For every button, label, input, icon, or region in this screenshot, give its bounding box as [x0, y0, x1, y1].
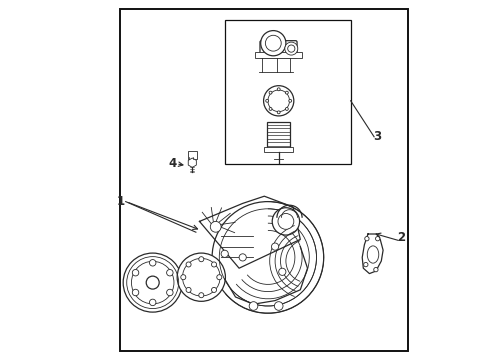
- Circle shape: [146, 276, 159, 289]
- Circle shape: [132, 269, 139, 276]
- Circle shape: [268, 108, 271, 111]
- Circle shape: [278, 268, 285, 275]
- Bar: [266, 122, 289, 148]
- Circle shape: [211, 262, 216, 267]
- Circle shape: [277, 88, 280, 91]
- Circle shape: [249, 302, 257, 310]
- Circle shape: [271, 243, 278, 250]
- Bar: [224, 20, 350, 164]
- Circle shape: [373, 267, 377, 272]
- Text: 1: 1: [116, 195, 124, 208]
- Circle shape: [375, 237, 379, 241]
- Circle shape: [185, 287, 191, 292]
- Circle shape: [210, 221, 221, 232]
- Circle shape: [284, 42, 297, 55]
- Circle shape: [288, 99, 291, 102]
- Circle shape: [123, 253, 182, 312]
- Circle shape: [216, 275, 222, 280]
- Circle shape: [277, 213, 293, 229]
- Text: 4: 4: [168, 157, 176, 170]
- Circle shape: [149, 260, 156, 266]
- Circle shape: [263, 86, 293, 116]
- Text: 2: 2: [396, 231, 405, 244]
- Bar: [120, 9, 407, 351]
- Circle shape: [212, 202, 323, 313]
- Circle shape: [185, 262, 191, 267]
- Circle shape: [285, 91, 288, 94]
- Bar: [264, 147, 292, 152]
- Circle shape: [272, 208, 299, 235]
- Bar: [255, 52, 302, 58]
- FancyBboxPatch shape: [260, 41, 296, 58]
- Circle shape: [363, 262, 367, 267]
- Circle shape: [277, 111, 280, 114]
- Circle shape: [166, 269, 173, 276]
- Circle shape: [364, 237, 368, 241]
- Bar: [187, 151, 196, 159]
- Circle shape: [149, 299, 156, 306]
- Circle shape: [199, 293, 203, 298]
- Circle shape: [181, 275, 185, 280]
- Circle shape: [177, 253, 225, 301]
- Circle shape: [265, 99, 268, 102]
- Circle shape: [132, 289, 139, 296]
- Circle shape: [285, 108, 288, 111]
- Circle shape: [221, 250, 228, 257]
- Circle shape: [211, 287, 216, 292]
- Circle shape: [239, 254, 246, 261]
- Circle shape: [260, 31, 285, 56]
- Text: 3: 3: [373, 130, 381, 143]
- Circle shape: [199, 257, 203, 262]
- Circle shape: [274, 302, 283, 310]
- Circle shape: [166, 289, 173, 296]
- Circle shape: [268, 91, 271, 94]
